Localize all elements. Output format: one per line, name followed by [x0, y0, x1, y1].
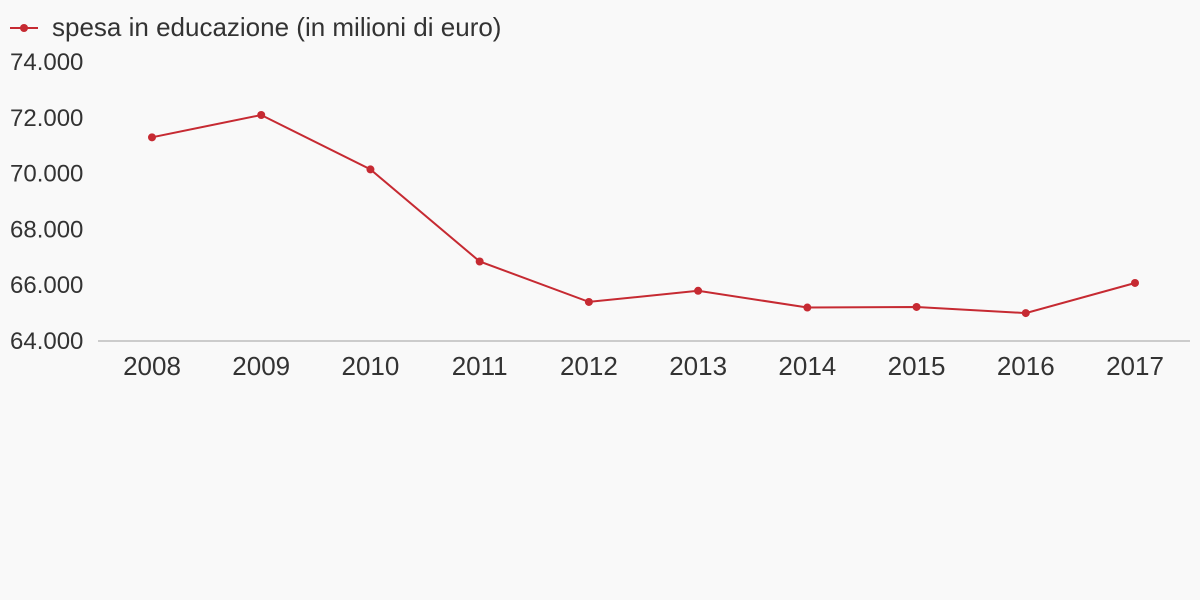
series-group — [148, 111, 1139, 318]
y-tick-label: 66.000 — [10, 272, 83, 299]
data-point — [1021, 309, 1030, 318]
x-tick-label: 2012 — [560, 351, 618, 381]
legend-series-label: spesa in educazione (in milioni di euro) — [52, 12, 501, 42]
legend: spesa in educazione (in milioni di euro) — [10, 12, 501, 42]
legend-dot-marker — [20, 24, 28, 32]
y-tick-label: 64.000 — [10, 328, 83, 355]
data-point — [694, 286, 703, 295]
data-point — [803, 303, 812, 312]
x-tick-label: 2010 — [342, 351, 400, 381]
x-axis: 2008 2009 2010 2011 2012 2013 2014 2015 2016 2017 — [123, 351, 1164, 381]
y-tick-label: 70.000 — [10, 161, 83, 188]
data-point — [366, 165, 375, 174]
x-tick-label: 2008 — [123, 351, 181, 381]
x-tick-label: 2017 — [1106, 351, 1164, 381]
data-point — [912, 302, 921, 311]
x-tick-label: 2016 — [997, 351, 1055, 381]
x-tick-label: 2015 — [888, 351, 946, 381]
data-point — [1131, 278, 1139, 287]
y-tick-label: 74.000 — [10, 49, 83, 76]
data-point — [257, 111, 266, 120]
x-tick-label: 2009 — [232, 351, 290, 381]
x-tick-label: 2014 — [778, 351, 836, 381]
series-line — [151, 113, 1136, 315]
y-tick-label: 72.000 — [10, 105, 83, 132]
x-tick-label: 2013 — [669, 351, 727, 381]
data-point — [584, 297, 593, 306]
data-point — [475, 257, 484, 266]
y-tick-label: 68.000 — [10, 216, 83, 243]
data-point — [148, 133, 156, 142]
y-axis: 64.000 66.000 68.000 70.000 72.000 74.000 — [10, 49, 83, 355]
x-tick-label: 2011 — [452, 351, 508, 381]
